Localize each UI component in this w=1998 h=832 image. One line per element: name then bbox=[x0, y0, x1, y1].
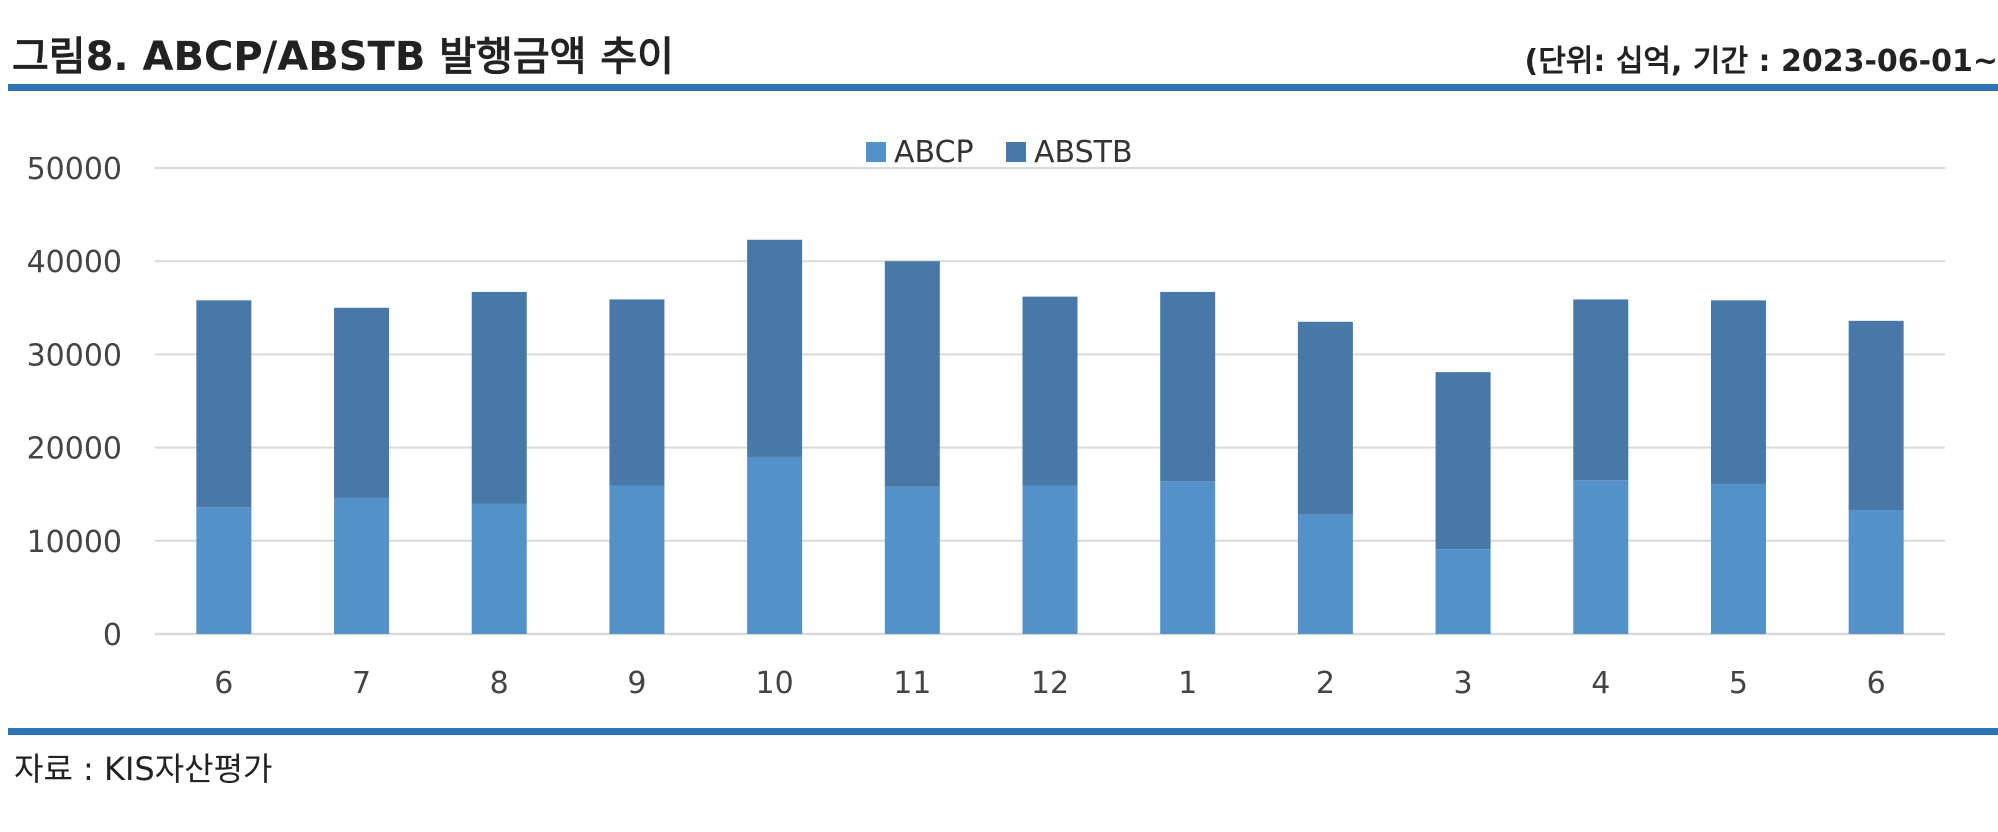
x-tick-label: 7 bbox=[352, 666, 371, 701]
bar-abstb-9 bbox=[1435, 372, 1491, 550]
unit-label: (단위: 십억, 기간 : 2023-06-01~ bbox=[1524, 44, 1998, 79]
bar-abcp-2 bbox=[471, 503, 527, 634]
y-tick-label: 10000 bbox=[27, 525, 122, 560]
legend: ABCP ABSTB bbox=[866, 135, 1133, 170]
x-tick-label: 12 bbox=[1031, 666, 1069, 701]
y-tick-label: 30000 bbox=[27, 338, 122, 373]
bottom-divider bbox=[8, 728, 1998, 735]
bar-abcp-9 bbox=[1435, 549, 1491, 634]
bar-abstb-7 bbox=[1160, 291, 1216, 482]
bar-abstb-4 bbox=[747, 239, 803, 457]
legend-label-abstb: ABSTB bbox=[1034, 135, 1133, 170]
legend-swatch-abstb bbox=[1006, 142, 1026, 162]
top-divider bbox=[8, 84, 1998, 91]
y-tick-label: 0 bbox=[103, 618, 122, 653]
x-tick-label: 6 bbox=[1867, 666, 1886, 701]
bar-abcp-12 bbox=[1848, 510, 1904, 634]
bar-abcp-11 bbox=[1710, 483, 1766, 634]
bar-abstb-12 bbox=[1848, 320, 1904, 511]
bar-abcp-6 bbox=[1022, 485, 1078, 634]
bar-abstb-6 bbox=[1022, 296, 1078, 486]
bar-abstb-2 bbox=[471, 291, 527, 504]
y-tick-label: 40000 bbox=[27, 245, 122, 280]
bar-abcp-3 bbox=[609, 485, 665, 634]
bar-abcp-10 bbox=[1573, 480, 1629, 634]
bar-abstb-5 bbox=[884, 261, 940, 487]
x-tick-label: 10 bbox=[756, 666, 794, 701]
legend-swatch-abcp bbox=[866, 142, 886, 162]
bar-abcp-4 bbox=[747, 456, 803, 634]
bar-abstb-1 bbox=[334, 307, 390, 498]
bar-abcp-8 bbox=[1297, 514, 1353, 634]
bar-abcp-0 bbox=[196, 507, 252, 634]
bar-abstb-8 bbox=[1297, 321, 1353, 515]
x-axis-ticks: 6 7 8 9 10 11 12 1 2 3 4 5 6 bbox=[214, 666, 1885, 701]
legend-label-abcp: ABCP bbox=[894, 135, 974, 170]
bars bbox=[196, 239, 1904, 634]
y-tick-label: 20000 bbox=[27, 432, 122, 467]
bar-abstb-3 bbox=[609, 299, 665, 486]
x-tick-label: 3 bbox=[1454, 666, 1473, 701]
bar-abcp-7 bbox=[1160, 481, 1216, 634]
chart-title: 그림8. ABCP/ABSTB 발행금액 추이 bbox=[12, 34, 674, 80]
y-tick-label: 50000 bbox=[27, 152, 122, 187]
bar-abcp-1 bbox=[334, 497, 390, 634]
x-tick-label: 6 bbox=[214, 666, 233, 701]
bar-abstb-10 bbox=[1573, 299, 1629, 481]
x-tick-label: 11 bbox=[893, 666, 931, 701]
x-tick-label: 1 bbox=[1178, 666, 1197, 701]
x-tick-label: 4 bbox=[1591, 666, 1610, 701]
x-tick-label: 2 bbox=[1316, 666, 1335, 701]
source-note: 자료 : KIS자산평가 bbox=[14, 750, 273, 788]
bar-abstb-0 bbox=[196, 300, 252, 508]
y-axis-ticks: 0 10000 20000 30000 40000 50000 bbox=[27, 152, 122, 653]
x-tick-label: 8 bbox=[490, 666, 509, 701]
x-tick-label: 5 bbox=[1729, 666, 1748, 701]
bar-abstb-11 bbox=[1710, 300, 1766, 484]
bar-abcp-5 bbox=[884, 486, 940, 634]
x-tick-label: 9 bbox=[627, 666, 646, 701]
